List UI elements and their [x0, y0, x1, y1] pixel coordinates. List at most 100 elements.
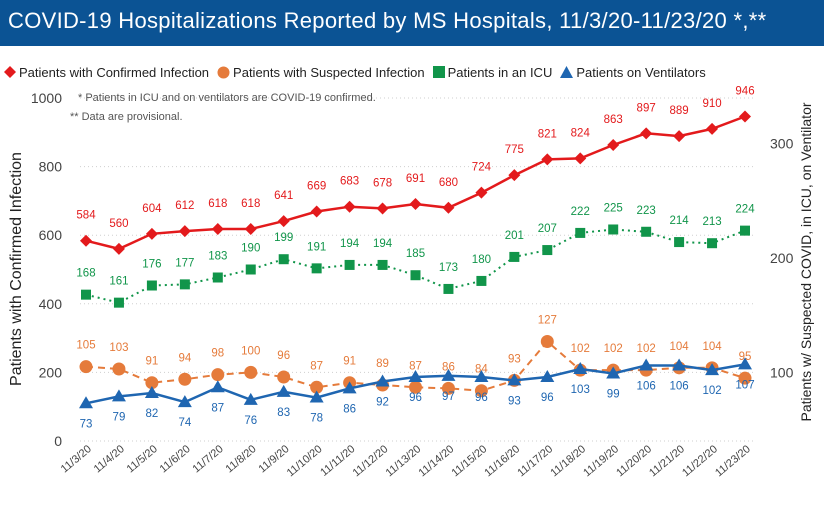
- data-point: [409, 380, 422, 394]
- legend-item-ventilators: Patients on Ventilators: [560, 65, 706, 80]
- data-label: 183: [208, 251, 227, 263]
- data-point: [344, 259, 355, 270]
- data-label: 104: [702, 341, 722, 353]
- data-label: 618: [241, 198, 260, 210]
- data-label: 91: [146, 356, 159, 368]
- data-label: 127: [538, 315, 557, 327]
- data-label: 99: [607, 389, 620, 401]
- data-point: [441, 381, 455, 395]
- x-tick-label: 11/7/20: [191, 443, 226, 475]
- data-label: 102: [571, 343, 590, 355]
- x-tick-label: 11/4/20: [92, 443, 127, 475]
- y-tick-label: 800: [39, 159, 63, 175]
- legend-label-suspected: Patients with Suspected Infection: [233, 64, 425, 80]
- x-tick-label: 11/11/20: [318, 443, 357, 479]
- data-label: 74: [178, 417, 191, 429]
- data-point: [112, 242, 125, 255]
- data-point: [276, 384, 291, 397]
- x-tick-label: 11/3/20: [59, 443, 94, 475]
- data-point: [178, 225, 191, 238]
- data-point: [144, 385, 159, 398]
- data-label: 106: [670, 381, 689, 393]
- data-label: 104: [670, 341, 690, 353]
- data-point: [640, 127, 653, 140]
- data-label: 641: [274, 190, 293, 202]
- data-label: 78: [310, 413, 323, 425]
- data-point: [310, 205, 323, 218]
- data-point: [410, 270, 421, 281]
- data-point: [146, 280, 157, 291]
- data-point: [243, 392, 258, 405]
- data-point: [212, 272, 223, 283]
- legend-label-icu: Patients in an ICU: [447, 64, 553, 80]
- data-label: 225: [604, 202, 623, 214]
- data-label: 106: [637, 381, 656, 393]
- data-point: [375, 374, 390, 387]
- data-label: 910: [702, 98, 721, 110]
- data-point: [79, 396, 93, 409]
- y-tick-label: 0: [54, 433, 62, 449]
- data-point: [113, 297, 124, 308]
- data-point: [179, 279, 190, 290]
- x-tick-label: 11/12/20: [351, 443, 391, 479]
- data-label: 102: [637, 343, 656, 355]
- data-point: [145, 227, 158, 240]
- data-label: 618: [208, 198, 227, 210]
- note-icu-vent: * Patients in ICU and on ventilators are…: [78, 92, 376, 104]
- data-label: 691: [406, 173, 425, 185]
- data-label: 222: [571, 206, 590, 218]
- data-point: [111, 389, 126, 402]
- data-point: [608, 224, 619, 235]
- data-point: [540, 369, 555, 382]
- data-label: 86: [442, 361, 455, 373]
- data-label: 87: [211, 402, 224, 414]
- data-point: [277, 370, 291, 384]
- data-label: 897: [637, 102, 656, 114]
- data-label: 201: [505, 230, 524, 242]
- y-tick-label: 400: [39, 296, 63, 312]
- data-point: [80, 234, 92, 247]
- legend-label-confirmed: Patients with Confirmed Infection: [19, 64, 210, 80]
- data-label: 584: [76, 210, 96, 222]
- data-label: 107: [735, 379, 754, 391]
- x-tick-label: 11/17/20: [515, 443, 555, 479]
- data-label: 724: [472, 162, 492, 174]
- y2-axis-title: Patients w/ Suspected COVID, in ICU, on …: [798, 102, 814, 421]
- data-point: [278, 254, 289, 265]
- data-label: 775: [505, 144, 524, 156]
- legend-item-confirmed: Patients with Confirmed Infection: [4, 65, 209, 80]
- data-point: [277, 215, 290, 228]
- data-label: 82: [146, 408, 159, 420]
- data-point: [210, 380, 225, 393]
- data-label: 168: [76, 268, 95, 280]
- data-label: 103: [571, 384, 590, 396]
- data-point: [641, 226, 652, 237]
- data-label: 180: [472, 254, 491, 266]
- data-label: 73: [80, 418, 93, 430]
- y-axis-title: Patients with Confirmed Infection: [8, 152, 25, 386]
- data-point: [441, 368, 456, 381]
- legend-item-suspected: Patients with Suspected Infection: [217, 65, 425, 80]
- data-point: [639, 358, 654, 371]
- data-label: 93: [508, 353, 521, 365]
- data-point: [575, 227, 586, 238]
- data-label: 194: [340, 238, 360, 250]
- data-point: [509, 251, 520, 262]
- x-tick-label: 11/6/20: [158, 443, 193, 475]
- data-point: [476, 275, 487, 286]
- series-line-1: [85, 340, 746, 392]
- data-point: [310, 380, 324, 394]
- data-point: [244, 223, 257, 236]
- data-label: 95: [739, 351, 752, 363]
- data-label: 93: [508, 395, 521, 407]
- data-label: 87: [409, 360, 422, 372]
- data-point: [376, 202, 389, 215]
- x-tick-label: 11/8/20: [223, 443, 258, 475]
- data-point: [707, 238, 718, 249]
- data-point: [442, 201, 455, 214]
- data-point: [309, 390, 324, 403]
- data-label: 94: [178, 352, 191, 364]
- data-point: [672, 358, 687, 371]
- y-tick-label: 200: [39, 364, 63, 380]
- data-label: 102: [702, 385, 721, 397]
